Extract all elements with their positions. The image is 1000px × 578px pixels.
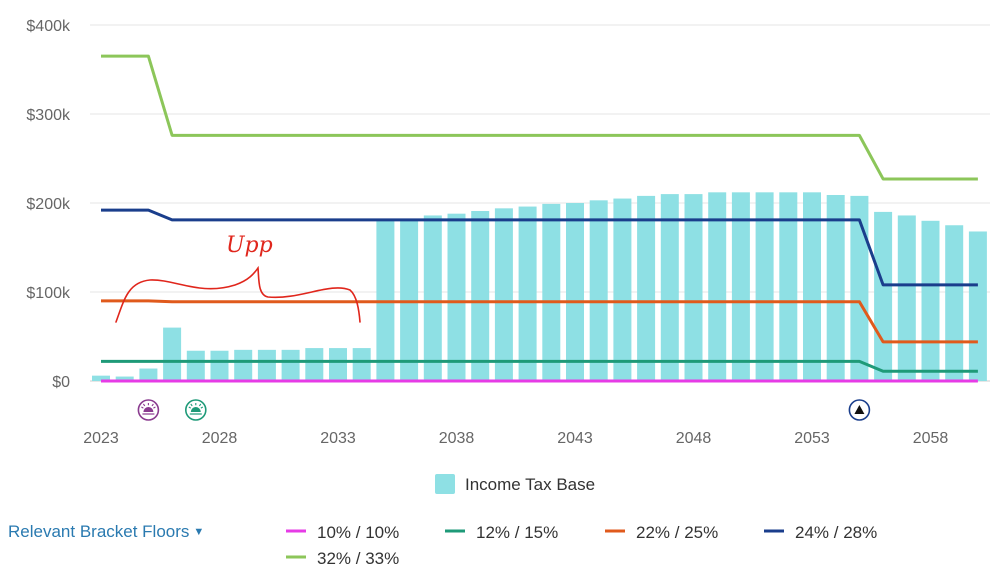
bar bbox=[92, 375, 110, 381]
y-axis: $0 $100k $200k $300k $400k bbox=[26, 18, 71, 391]
bar bbox=[708, 192, 727, 381]
bar bbox=[210, 350, 229, 381]
bar bbox=[874, 211, 893, 381]
sunset-icon bbox=[143, 407, 154, 412]
x-tick-label: 2038 bbox=[439, 430, 475, 447]
y-tick-label: $300k bbox=[26, 107, 71, 124]
marker-ray bbox=[153, 406, 156, 409]
legend-line-label: 22% / 25% bbox=[636, 523, 718, 542]
series-line bbox=[101, 208, 978, 287]
sunrise-icon bbox=[190, 407, 201, 412]
dropdown-label: Relevant Bracket Floors bbox=[8, 522, 190, 541]
bar bbox=[518, 206, 537, 381]
bar bbox=[139, 368, 158, 381]
x-tick-label: 2028 bbox=[202, 430, 238, 447]
bar bbox=[755, 192, 774, 381]
bar bbox=[542, 203, 561, 381]
bar bbox=[494, 208, 513, 381]
bar bbox=[779, 192, 798, 381]
annotation-brace bbox=[115, 265, 361, 323]
bar bbox=[305, 348, 324, 381]
bar bbox=[281, 349, 300, 381]
series-line bbox=[101, 54, 978, 181]
bar bbox=[897, 215, 916, 381]
bar bbox=[257, 349, 276, 381]
legend-line-label: 32% / 33% bbox=[317, 549, 399, 568]
bar bbox=[684, 194, 703, 381]
event-markers bbox=[137, 399, 871, 421]
bar bbox=[968, 231, 987, 381]
marker-ray bbox=[142, 403, 146, 407]
bar bbox=[826, 194, 845, 381]
bar bbox=[186, 350, 205, 381]
bracket-floors-dropdown[interactable]: Relevant Bracket Floors ▼ bbox=[8, 522, 204, 542]
x-tick-label: 2048 bbox=[676, 430, 712, 447]
marker-ray bbox=[141, 406, 144, 409]
bar-series bbox=[92, 192, 987, 381]
bar bbox=[637, 195, 656, 381]
chevron-down-icon: ▼ bbox=[193, 526, 205, 538]
bar bbox=[329, 348, 347, 381]
x-tick-label: 2043 bbox=[557, 430, 593, 447]
y-tick-label: $0 bbox=[52, 374, 70, 391]
bar bbox=[471, 211, 490, 381]
x-tick-label: 2033 bbox=[320, 430, 356, 447]
triangle-icon bbox=[854, 405, 865, 414]
series-line bbox=[101, 299, 978, 344]
marker-ray bbox=[200, 406, 204, 409]
bar bbox=[945, 225, 964, 381]
x-tick-label: 2058 bbox=[913, 430, 949, 447]
bar bbox=[566, 203, 584, 381]
x-tick-label: 2053 bbox=[794, 430, 830, 447]
bar bbox=[234, 349, 253, 381]
legend-label: Income Tax Base bbox=[465, 475, 595, 494]
legend-line-label: 12% / 15% bbox=[476, 523, 558, 542]
bracket-lines bbox=[101, 54, 978, 383]
y-tick-label: $400k bbox=[26, 18, 71, 35]
bar bbox=[115, 376, 134, 381]
annotation-text: Upp bbox=[226, 233, 273, 258]
bar bbox=[850, 195, 869, 381]
bar bbox=[447, 213, 466, 381]
bar bbox=[613, 198, 632, 381]
marker-ray bbox=[198, 403, 202, 407]
marker-ray bbox=[190, 403, 193, 407]
bar bbox=[803, 192, 821, 381]
line-legend: 10% / 10% 12% / 15% 22% / 25% 24% / 28% 32% … bbox=[286, 523, 877, 568]
legend-line-label: 24% / 28% bbox=[795, 523, 877, 542]
legend-line-label: 10% / 10% bbox=[317, 523, 399, 542]
marker-ray bbox=[151, 403, 154, 407]
y-tick-label: $100k bbox=[26, 285, 71, 302]
legend-swatch bbox=[435, 474, 455, 494]
marker-ray bbox=[188, 406, 192, 409]
bar bbox=[921, 220, 940, 381]
bar bbox=[589, 200, 608, 381]
bar bbox=[660, 194, 679, 381]
bar-legend: Income Tax Base bbox=[435, 474, 595, 494]
bar bbox=[400, 219, 419, 381]
x-axis: 2023 2028 2033 2038 2043 2048 2053 2058 bbox=[83, 430, 948, 447]
bar bbox=[423, 215, 442, 381]
y-tick-label: $200k bbox=[26, 196, 71, 213]
x-tick-label: 2023 bbox=[83, 430, 119, 447]
series-line bbox=[101, 359, 978, 373]
bar bbox=[731, 192, 750, 381]
handwritten-annotation: Upp bbox=[115, 233, 361, 323]
bar bbox=[352, 348, 371, 381]
bar bbox=[163, 327, 182, 381]
